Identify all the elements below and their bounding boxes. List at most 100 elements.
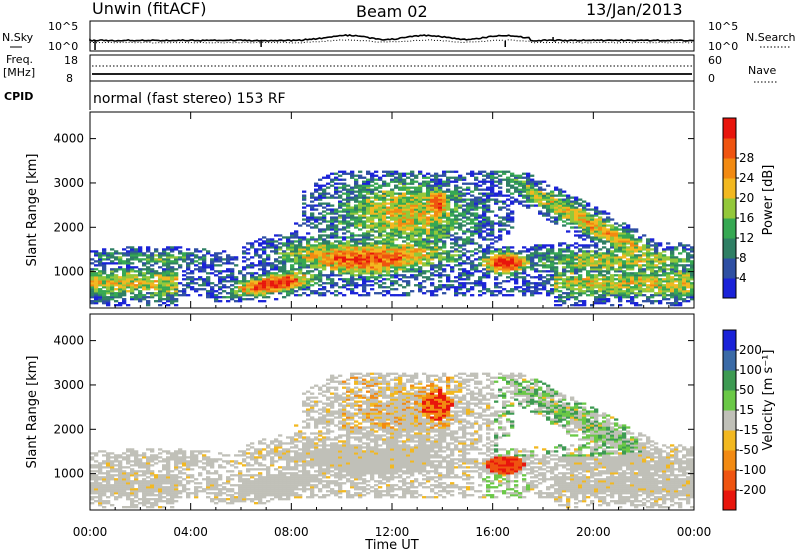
power-cell: [634, 288, 639, 291]
power-cell: [370, 262, 375, 265]
power-cell: [362, 260, 367, 263]
power-cell: [366, 234, 371, 237]
power-cell: [354, 292, 359, 295]
power-cell: [322, 266, 327, 269]
power-cell: [510, 290, 515, 293]
power-cell: [430, 184, 435, 187]
power-cell: [406, 196, 411, 199]
power-cell: [90, 274, 95, 277]
power-cell: [422, 206, 427, 209]
power-cell: [662, 266, 667, 269]
power-cell: [166, 286, 171, 289]
power-cell: [342, 272, 347, 275]
power-cell: [390, 246, 395, 249]
power-cell: [410, 240, 415, 243]
power-cell: [358, 262, 363, 265]
power-cell: [254, 278, 259, 281]
power-cell: [606, 248, 611, 251]
power-cell: [554, 206, 559, 209]
power-cell: [434, 220, 439, 223]
power-cell: [94, 300, 99, 303]
power-cell: [466, 278, 471, 281]
power-cell: [630, 252, 635, 255]
power-cell: [278, 270, 283, 273]
power-cell: [478, 270, 483, 273]
power-cell: [362, 202, 367, 205]
power-cell: [362, 280, 367, 283]
power-cell: [354, 252, 359, 255]
power-cell: [458, 198, 463, 201]
power-cell: [446, 208, 451, 211]
power-cell: [362, 242, 367, 245]
power-cell: [494, 290, 499, 293]
power-cell: [666, 256, 671, 259]
velocity-cell: [90, 488, 95, 491]
power-cell: [230, 298, 235, 301]
power-cell: [618, 284, 623, 287]
power-cell: [90, 280, 95, 283]
power-cell: [406, 214, 411, 217]
power-cell: [598, 234, 603, 237]
power-cell: [310, 256, 315, 259]
power-cell: [518, 266, 523, 269]
power-cell: [554, 284, 559, 287]
power-cell: [566, 248, 571, 251]
power-cell: [594, 302, 599, 305]
power-cell: [602, 246, 607, 249]
power-cell: [346, 284, 351, 287]
power-cell: [334, 192, 339, 195]
power-cell: [498, 220, 503, 223]
power-cell: [238, 290, 243, 293]
power-cell: [610, 244, 615, 247]
power-cell: [602, 228, 607, 231]
power-cell: [114, 258, 119, 261]
power-cell: [278, 266, 283, 269]
power-cell: [402, 192, 407, 195]
power-cell: [486, 248, 491, 251]
power-cell: [526, 280, 531, 283]
power-cell: [606, 250, 611, 253]
power-cell: [246, 280, 251, 283]
power-cell: [630, 254, 635, 257]
power-cell: [582, 304, 587, 307]
power-cell: [458, 282, 463, 285]
power-cell: [462, 284, 467, 287]
power-cell: [406, 220, 411, 223]
power-cell: [190, 252, 195, 255]
power-cell: [610, 238, 615, 241]
noise-right-tick-bottom: 10^0: [708, 40, 738, 53]
power-cell: [446, 206, 451, 209]
power-cell: [602, 300, 607, 303]
power-cell: [542, 196, 547, 199]
power-cell: [162, 262, 167, 265]
power-cell: [574, 220, 579, 223]
power-cell: [114, 276, 119, 279]
power-cell: [638, 250, 643, 253]
power-cell: [558, 250, 563, 253]
power-cell: [550, 266, 555, 269]
power-cell: [678, 278, 683, 281]
power-cell: [506, 208, 511, 211]
power-cell: [578, 250, 583, 253]
power-cell: [154, 272, 159, 275]
power-cell: [146, 284, 151, 287]
power-cell: [278, 260, 283, 263]
power-cell: [438, 232, 443, 235]
power-cell: [354, 200, 359, 203]
power-cell: [598, 218, 603, 221]
power-cell: [306, 244, 311, 247]
power-cell: [398, 172, 403, 175]
power-cell: [198, 294, 203, 297]
power-cell: [278, 234, 283, 237]
power-cell: [426, 228, 431, 231]
power-cell: [222, 286, 227, 289]
power-cell: [398, 236, 403, 239]
power-cell: [362, 282, 367, 285]
power-cell: [574, 218, 579, 221]
power-cell: [482, 178, 487, 181]
power-cell: [578, 270, 583, 273]
power-cell: [530, 182, 535, 185]
power-cell: [378, 218, 383, 221]
power-cell: [138, 280, 143, 283]
power-cell: [366, 276, 371, 279]
